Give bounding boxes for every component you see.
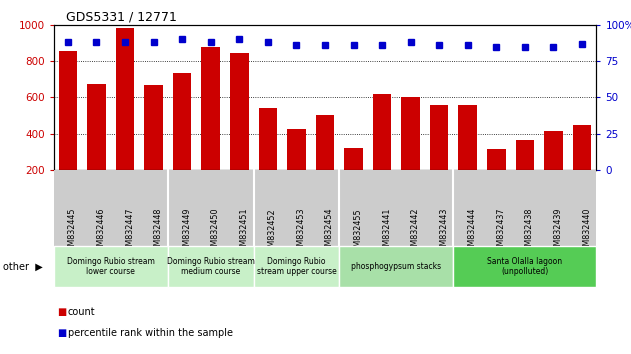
Text: GSM832441: GSM832441 — [382, 208, 391, 256]
Text: count: count — [68, 307, 95, 316]
Text: GSM832438: GSM832438 — [525, 208, 534, 256]
Bar — [516, 140, 534, 206]
Bar — [287, 129, 305, 206]
Bar — [230, 53, 249, 206]
Text: GSM832451: GSM832451 — [239, 208, 248, 257]
Text: Domingo Rubio stream
medium course: Domingo Rubio stream medium course — [167, 257, 255, 276]
Bar — [430, 104, 449, 206]
Text: GSM832454: GSM832454 — [325, 208, 334, 257]
Text: GSM832446: GSM832446 — [97, 208, 105, 256]
Text: GSM832444: GSM832444 — [468, 208, 477, 256]
Text: GSM832439: GSM832439 — [553, 208, 562, 257]
Bar — [373, 94, 391, 206]
Bar — [144, 85, 163, 206]
Text: Domingo Rubio stream
lower course: Domingo Rubio stream lower course — [67, 257, 155, 276]
Text: phosphogypsum stacks: phosphogypsum stacks — [351, 262, 442, 271]
Bar — [487, 149, 505, 206]
Text: GSM832455: GSM832455 — [353, 208, 363, 257]
Text: GSM832453: GSM832453 — [297, 208, 305, 257]
Text: other  ▶: other ▶ — [3, 261, 43, 272]
Text: Santa Olalla lagoon
(unpolluted): Santa Olalla lagoon (unpolluted) — [487, 257, 562, 276]
Bar — [259, 108, 277, 206]
Text: GSM832450: GSM832450 — [211, 208, 220, 257]
Text: GSM832440: GSM832440 — [582, 208, 591, 256]
Bar — [173, 73, 191, 206]
Bar — [345, 148, 363, 206]
Text: GSM832452: GSM832452 — [268, 208, 277, 257]
Text: GSM832437: GSM832437 — [497, 208, 505, 257]
Bar — [459, 104, 477, 206]
Text: GSM832448: GSM832448 — [153, 208, 163, 256]
Text: GSM832447: GSM832447 — [125, 208, 134, 257]
Text: percentile rank within the sample: percentile rank within the sample — [68, 328, 232, 338]
Bar — [87, 84, 106, 206]
Bar — [115, 28, 134, 206]
Text: GSM832445: GSM832445 — [68, 208, 77, 257]
Bar — [59, 51, 77, 206]
Text: GSM832449: GSM832449 — [182, 208, 191, 257]
Text: ■: ■ — [57, 328, 66, 338]
Text: Domingo Rubio
stream upper course: Domingo Rubio stream upper course — [257, 257, 336, 276]
Bar — [573, 125, 591, 206]
Text: GSM832443: GSM832443 — [439, 208, 448, 256]
Bar — [201, 46, 220, 206]
Bar — [544, 131, 563, 206]
Text: GSM832442: GSM832442 — [411, 208, 420, 257]
Bar — [316, 115, 334, 206]
Bar — [401, 97, 420, 206]
Text: GDS5331 / 12771: GDS5331 / 12771 — [66, 11, 177, 24]
Text: ■: ■ — [57, 307, 66, 316]
